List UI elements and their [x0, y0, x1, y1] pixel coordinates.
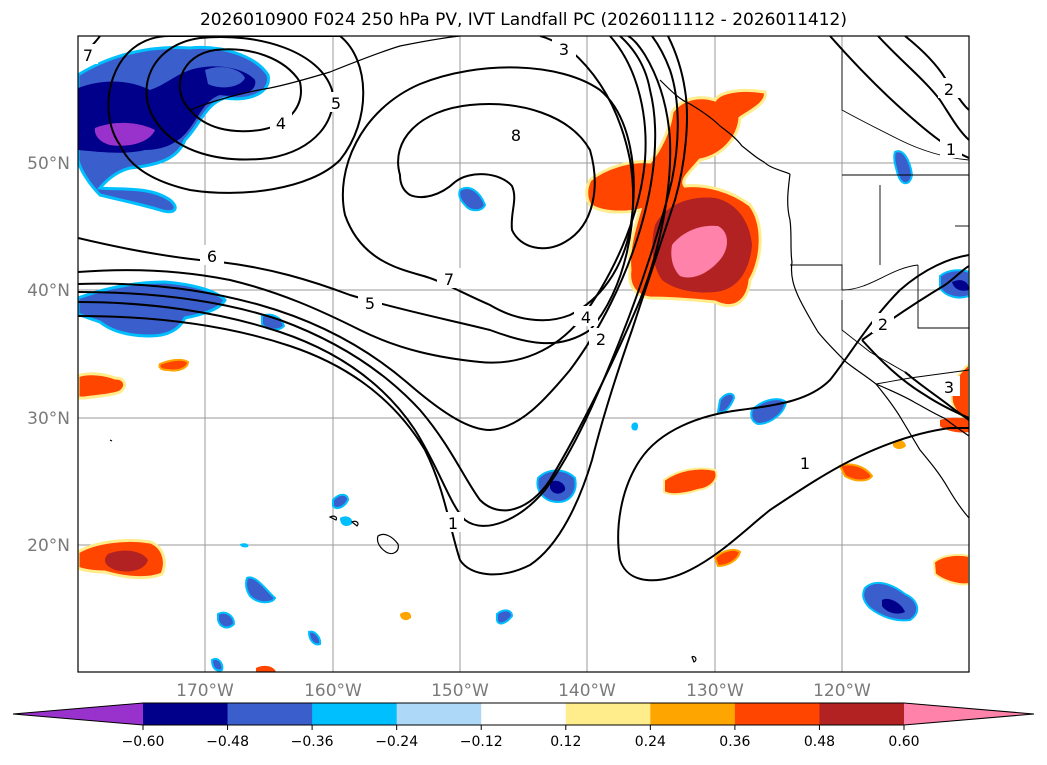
- contour-label-1-northeast: 1: [946, 140, 956, 159]
- contour-label-4: 4: [581, 308, 591, 327]
- lat-label-20: 20°N: [27, 536, 70, 556]
- colorbar-segment: [481, 703, 567, 725]
- map-border: [77, 35, 970, 673]
- contour-label-3-east: 3: [944, 378, 954, 397]
- colorbar-segment: [143, 703, 229, 725]
- lon-label-150w: 150°W: [431, 681, 489, 701]
- lat-label-50: 50°N: [27, 154, 70, 174]
- colorbar-tick-label: −0.36: [291, 734, 334, 750]
- contour-label-5-west: 5: [331, 94, 341, 113]
- colorbar-extend-max: [904, 703, 1034, 725]
- colorbar-segment: [312, 703, 398, 725]
- lon-label-120w: 120°W: [813, 681, 871, 701]
- lon-label-160w: 160°W: [304, 681, 362, 701]
- contour-label-1-east: 1: [800, 454, 810, 473]
- contour-label-2-east: 2: [878, 315, 888, 334]
- colorbar-segment: [650, 703, 736, 725]
- contour-labels: 8 7 6 5 4 2 1 1 2 3 3 4 5 7: [78, 38, 962, 533]
- colorbar-tick-label: −0.24: [375, 734, 418, 750]
- colorbar-tick-label: 0.24: [635, 734, 666, 750]
- contour-label-6: 6: [207, 247, 217, 266]
- colorbar-tick-label: 0.36: [719, 734, 750, 750]
- contour-label-1: 1: [448, 514, 458, 533]
- colorbar-segment: [734, 703, 820, 725]
- colorbar-segment: [396, 703, 482, 725]
- colorbar-segment: [819, 703, 905, 725]
- colorbar-extend-min: [13, 703, 143, 725]
- map-plot-area: 8 7 6 5 4 2 1 1 2 3 3 4 5 7: [78, 36, 969, 672]
- contour-label-2-northeast: 2: [944, 80, 954, 99]
- contour-label-2: 2: [596, 330, 606, 349]
- colorbar-segment: [565, 703, 651, 725]
- contour-label-8: 8: [511, 126, 521, 145]
- gridlines: [78, 36, 969, 672]
- latitude-labels: 20°N 30°N 40°N 50°N: [27, 154, 70, 556]
- longitude-labels: 170°W 160°W 150°W 140°W 130°W 120°W: [176, 681, 871, 701]
- colorbar-tick-label: −0.48: [206, 734, 249, 750]
- colorbar-tick-label: −0.60: [122, 734, 165, 750]
- colorbar-tick-label: 0.12: [550, 734, 581, 750]
- lon-label-140w: 140°W: [558, 681, 616, 701]
- map-title: 2026010900 F024 250 hPa PV, IVT Landfall…: [199, 10, 847, 30]
- contour-label-4-west: 4: [276, 114, 286, 133]
- contour-label-5: 5: [365, 294, 375, 313]
- coastlines: [109, 36, 969, 663]
- colorbar: −0.60 −0.48 −0.36 −0.24 −0.12 0.12 0.24 0.36 0.4…: [12, 702, 1035, 750]
- contour-label-7: 7: [444, 270, 454, 289]
- colorbar-tick-label: 0.48: [804, 734, 835, 750]
- positive-anomaly-shading: [78, 88, 969, 672]
- lat-label-40: 40°N: [27, 281, 70, 301]
- colorbar-tick-label: −0.12: [460, 734, 503, 750]
- contour-label-7-west: 7: [83, 46, 93, 65]
- lon-label-130w: 130°W: [686, 681, 744, 701]
- colorbar-tick-label: 0.60: [888, 734, 919, 750]
- contour-label-3-north: 3: [559, 40, 569, 59]
- colorbar-segment: [227, 703, 313, 725]
- lon-label-170w: 170°W: [176, 681, 234, 701]
- lat-label-30: 30°N: [27, 409, 70, 429]
